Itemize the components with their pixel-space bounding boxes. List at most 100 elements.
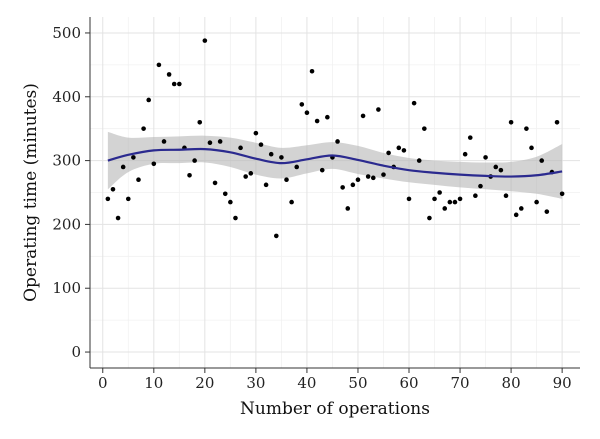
x-tick-label: 80: [502, 374, 521, 392]
data-point: [217, 139, 223, 144]
data-point: [309, 68, 315, 74]
data-point: [187, 172, 192, 178]
x-axis-title: Number of operations: [240, 399, 430, 419]
data-point: [437, 190, 442, 195]
data-point: [131, 155, 136, 160]
data-point: [325, 114, 330, 120]
data-point: [161, 139, 167, 144]
data-point: [125, 196, 131, 202]
data-point: [442, 206, 448, 211]
data-point: [554, 120, 560, 125]
data-point: [263, 182, 269, 188]
data-point: [524, 126, 529, 131]
data-point: [202, 38, 208, 43]
data-point: [335, 139, 340, 144]
data-point: [498, 167, 504, 173]
data-point: [396, 145, 402, 151]
data-point: [115, 215, 121, 221]
data-point: [447, 199, 453, 205]
data-point: [432, 196, 437, 202]
data-point: [304, 110, 310, 116]
data-point: [253, 130, 259, 136]
smooth-line: [107, 147, 563, 178]
data-point: [534, 199, 539, 205]
data-point: [268, 151, 274, 157]
data-point: [340, 185, 345, 190]
data-point: [370, 175, 376, 181]
data-point: [411, 100, 417, 106]
data-point: [156, 62, 162, 68]
data-point: [279, 155, 284, 160]
data-point: [529, 145, 534, 151]
smooth-line-layer: [107, 147, 563, 178]
data-point: [197, 120, 203, 125]
data-point: [177, 81, 182, 87]
data-point: [274, 233, 279, 239]
data-point: [222, 191, 228, 197]
data-point: [376, 107, 381, 112]
data-point: [212, 180, 218, 186]
x-tick-label: 70: [451, 374, 470, 392]
data-point: [166, 72, 172, 77]
data-point: [319, 167, 325, 173]
data-point: [401, 148, 407, 153]
data-point: [483, 155, 488, 160]
data-point: [258, 142, 264, 147]
data-point: [207, 140, 213, 146]
data-point: [457, 196, 463, 202]
data-point: [539, 158, 545, 163]
data-point: [519, 206, 524, 211]
data-point: [462, 151, 468, 157]
data-point: [416, 158, 422, 163]
data-point: [110, 187, 116, 192]
data-point: [503, 193, 509, 198]
data-point: [294, 164, 300, 170]
grid: [90, 17, 580, 368]
x-tick-label: 30: [246, 374, 265, 392]
x-tick-label: 90: [553, 374, 572, 392]
confidence-band-layer: [107, 131, 563, 199]
data-point: [427, 215, 432, 221]
data-point: [355, 177, 361, 183]
data-point: [360, 113, 366, 119]
data-point: [422, 126, 427, 131]
data-point: [478, 183, 483, 189]
data-points: [105, 38, 565, 239]
axes: 0 10 20 30 40 50 60 70 80 90 0 100 200 300 400 500: [52, 17, 580, 392]
data-point: [508, 120, 514, 125]
y-tick-label: 100: [52, 279, 81, 297]
confidence-band: [107, 131, 563, 199]
data-point: [314, 118, 320, 124]
data-point: [284, 177, 289, 183]
data-point: [365, 174, 371, 179]
data-point: [238, 145, 243, 151]
data-point: [350, 182, 356, 188]
x-tick-label: 10: [144, 374, 163, 392]
x-tick-label: 40: [297, 374, 316, 392]
x-tick-label: 60: [399, 374, 418, 392]
data-point: [120, 164, 126, 170]
data-point: [192, 158, 197, 163]
data-point: [289, 199, 294, 205]
x-tick-label: 50: [348, 374, 367, 392]
y-axis-title: Operating time (minutes): [21, 83, 41, 302]
y-tick-label: 200: [52, 215, 81, 233]
data-point: [146, 97, 151, 103]
data-point: [105, 196, 111, 202]
data-point: [141, 126, 146, 131]
data-point: [345, 206, 351, 211]
data-point: [381, 172, 386, 177]
data-point: [406, 196, 412, 202]
data-point: [473, 193, 478, 198]
data-point: [493, 164, 499, 170]
data-point: [243, 174, 248, 179]
y-tick-label: 500: [52, 24, 81, 42]
data-point: [513, 212, 519, 218]
data-point: [136, 177, 141, 183]
x-tick-label: 20: [195, 374, 214, 392]
data-point: [233, 215, 238, 221]
data-point: [171, 81, 177, 87]
y-tick-label: 400: [52, 88, 81, 106]
data-point: [386, 150, 391, 156]
